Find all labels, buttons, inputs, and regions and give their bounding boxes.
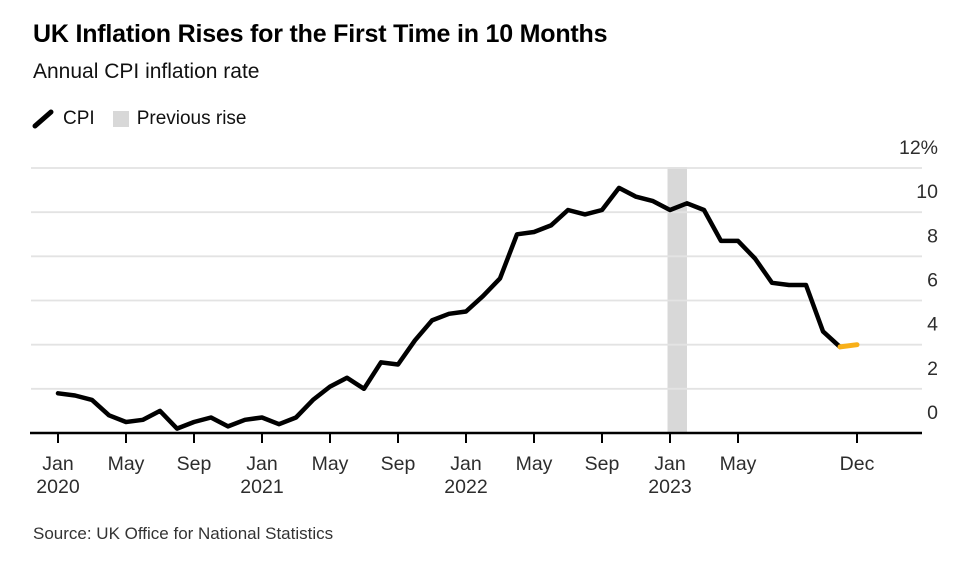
- y-axis-label: 6: [927, 270, 938, 292]
- x-axis-month-label: May: [312, 453, 349, 475]
- legend-item-cpi: CPI: [31, 108, 95, 130]
- x-axis-month-label: Jan: [450, 453, 481, 475]
- x-axis-year-label: 2021: [240, 476, 283, 498]
- cpi-line: [55, 185, 843, 431]
- x-axis-year-label: 2022: [444, 476, 487, 498]
- chart-subtitle: Annual CPI inflation rate: [33, 60, 260, 83]
- y-axis-label: 0: [927, 402, 938, 424]
- x-axis-month-label: Jan: [246, 453, 277, 475]
- y-axis-label: 8: [927, 225, 938, 247]
- x-axis-year-label: 2020: [36, 476, 80, 498]
- x-axis-month-label: May: [720, 453, 757, 475]
- x-axis-month-label: May: [108, 453, 145, 475]
- y-axis-label: 12%: [899, 140, 938, 159]
- cpi-line-marker-icon: [32, 109, 54, 129]
- x-axis-month-label: Jan: [654, 453, 685, 475]
- y-axis-label: 4: [927, 314, 938, 336]
- legend-item-previous-rise: Previous rise: [112, 108, 247, 130]
- x-axis-month-label: Sep: [585, 453, 620, 475]
- chart-title: UK Inflation Rises for the First Time in…: [33, 20, 608, 48]
- y-axis-label: 2: [927, 358, 938, 380]
- x-axis-month-label: Dec: [840, 453, 875, 475]
- y-axis-label: 10: [916, 181, 938, 203]
- cpi-line-rise-segment: [837, 342, 860, 350]
- legend-label-cpi: CPI: [63, 108, 95, 129]
- x-axis-month-label: Jan: [42, 453, 73, 475]
- x-axis-month-label: Sep: [381, 453, 416, 475]
- legend-label-previous-rise: Previous rise: [136, 108, 247, 129]
- chart-legend: CPI Previous rise: [31, 106, 247, 132]
- x-axis-month-label: May: [516, 453, 553, 475]
- x-axis-year-label: 2023: [648, 476, 691, 498]
- previous-rise-swatch-icon: [112, 111, 129, 127]
- x-axis-month-label: Sep: [177, 453, 212, 475]
- chart-source: Source: UK Office for National Statistic…: [33, 524, 334, 543]
